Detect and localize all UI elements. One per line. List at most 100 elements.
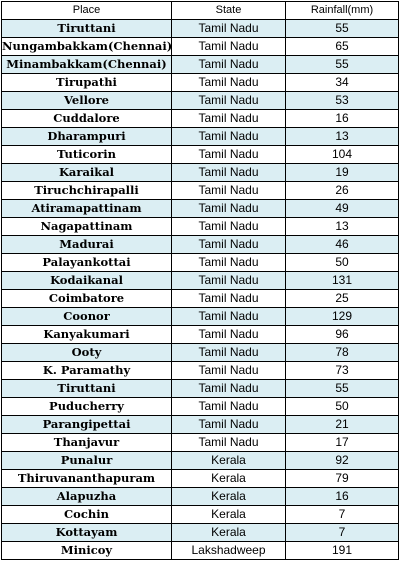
table-row: Tiruttani Tamil Nadu 55 — [1, 19, 399, 38]
table-row: Karaikal Tamil Nadu 19 — [1, 163, 399, 182]
table-row: Thiruvananthapuram Kerala 79 — [1, 469, 399, 488]
table-row: Tirupathi Tamil Nadu 34 — [1, 73, 399, 92]
cell-rainfall: 50 — [285, 253, 399, 272]
cell-state: Tamil Nadu — [171, 91, 286, 110]
cell-rainfall: 131 — [285, 271, 399, 290]
cell-state: Tamil Nadu — [171, 217, 286, 236]
cell-rainfall: 55 — [285, 19, 399, 38]
cell-rainfall: 49 — [285, 199, 399, 218]
cell-state: Tamil Nadu — [171, 289, 286, 308]
cell-rainfall: 13 — [285, 127, 399, 146]
cell-rainfall: 17 — [285, 433, 399, 452]
cell-state: Kerala — [171, 523, 286, 542]
cell-rainfall: 46 — [285, 235, 399, 254]
cell-state: Kerala — [171, 505, 286, 524]
table-header: Place State Rainfall(mm) — [1, 1, 399, 20]
cell-rainfall: 21 — [285, 415, 399, 434]
cell-place: Cuddalore — [1, 109, 172, 128]
header-row: Place State Rainfall(mm) — [1, 1, 399, 20]
cell-rainfall: 19 — [285, 163, 399, 182]
cell-state: Tamil Nadu — [171, 433, 286, 452]
cell-rainfall: 13 — [285, 217, 399, 236]
cell-rainfall: 7 — [285, 523, 399, 542]
cell-place: Tirupathi — [1, 73, 172, 92]
table-row: Dharampuri Tamil Nadu 13 — [1, 127, 399, 146]
cell-state: Tamil Nadu — [171, 145, 286, 164]
cell-place: Punalur — [1, 451, 172, 470]
table-row: Parangipettai Tamil Nadu 21 — [1, 415, 399, 434]
cell-state: Tamil Nadu — [171, 271, 286, 290]
cell-state: Tamil Nadu — [171, 199, 286, 218]
table-row: Palayankottai Tamil Nadu 50 — [1, 253, 399, 272]
table-row: Kanyakumari Tamil Nadu 96 — [1, 325, 399, 344]
cell-state: Tamil Nadu — [171, 109, 286, 128]
table-row: Madurai Tamil Nadu 46 — [1, 235, 399, 254]
cell-state: Kerala — [171, 469, 286, 488]
cell-state: Tamil Nadu — [171, 235, 286, 254]
table-row: Alapuzha Kerala 16 — [1, 487, 399, 506]
cell-state: Tamil Nadu — [171, 397, 286, 416]
cell-rainfall: 55 — [285, 55, 399, 74]
cell-place: Nungambakkam(Chennai) — [1, 37, 172, 56]
table-row: Vellore Tamil Nadu 53 — [1, 91, 399, 110]
cell-rainfall: 16 — [285, 487, 399, 506]
table-row: Nungambakkam(Chennai) Tamil Nadu 65 — [1, 37, 399, 56]
cell-place: Tiruttani — [1, 379, 172, 398]
cell-state: Tamil Nadu — [171, 253, 286, 272]
table-row: K. Paramathy Tamil Nadu 73 — [1, 361, 399, 380]
cell-place: Atiramapattinam — [1, 199, 172, 218]
cell-place: Kanyakumari — [1, 325, 172, 344]
cell-place: Cochin — [1, 505, 172, 524]
table-row: Tiruchchirapalli Tamil Nadu 26 — [1, 181, 399, 200]
cell-place: Coonor — [1, 307, 172, 326]
cell-state: Kerala — [171, 451, 286, 470]
cell-rainfall: 191 — [285, 541, 399, 560]
cell-place: Minicoy — [1, 541, 172, 560]
cell-rainfall: 104 — [285, 145, 399, 164]
cell-state: Tamil Nadu — [171, 343, 286, 362]
cell-state: Tamil Nadu — [171, 325, 286, 344]
cell-place: Nagapattinam — [1, 217, 172, 236]
cell-state: Tamil Nadu — [171, 361, 286, 380]
table-row: Kottayam Kerala 7 — [1, 523, 399, 542]
cell-state: Lakshadweep — [171, 541, 286, 560]
table-row: Minambakkam(Chennai) Tamil Nadu 55 — [1, 55, 399, 74]
table-row: Nagapattinam Tamil Nadu 13 — [1, 217, 399, 236]
cell-state: Tamil Nadu — [171, 73, 286, 92]
cell-rainfall: 55 — [285, 379, 399, 398]
cell-place: Tiruttani — [1, 19, 172, 38]
table-row: Puducherry Tamil Nadu 50 — [1, 397, 399, 416]
cell-place: Thanjavur — [1, 433, 172, 452]
cell-state: Tamil Nadu — [171, 37, 286, 56]
cell-place: Karaikal — [1, 163, 172, 182]
cell-state: Tamil Nadu — [171, 307, 286, 326]
cell-rainfall: 79 — [285, 469, 399, 488]
cell-place: Minambakkam(Chennai) — [1, 55, 172, 74]
cell-place: Dharampuri — [1, 127, 172, 146]
cell-rainfall: 25 — [285, 289, 399, 308]
table-row: Tuticorin Tamil Nadu 104 — [1, 145, 399, 164]
cell-rainfall: 34 — [285, 73, 399, 92]
cell-place: Kodaikanal — [1, 271, 172, 290]
cell-place: Palayankottai — [1, 253, 172, 272]
header-state: State — [171, 1, 286, 20]
table-row: Tiruttani Tamil Nadu 55 — [1, 379, 399, 398]
cell-state: Tamil Nadu — [171, 163, 286, 182]
cell-place: Tuticorin — [1, 145, 172, 164]
cell-rainfall: 7 — [285, 505, 399, 524]
cell-place: Alapuzha — [1, 487, 172, 506]
cell-state: Tamil Nadu — [171, 19, 286, 38]
cell-state: Tamil Nadu — [171, 55, 286, 74]
cell-rainfall: 65 — [285, 37, 399, 56]
cell-rainfall: 50 — [285, 397, 399, 416]
cell-state: Tamil Nadu — [171, 181, 286, 200]
table-row: Atiramapattinam Tamil Nadu 49 — [1, 199, 399, 218]
cell-rainfall: 16 — [285, 109, 399, 128]
cell-rainfall: 53 — [285, 91, 399, 110]
table-body: Tiruttani Tamil Nadu 55 Nungambakkam(Chenna… — [1, 19, 399, 560]
table-row: Coimbatore Tamil Nadu 25 — [1, 289, 399, 308]
table-row: Cuddalore Tamil Nadu 16 — [1, 109, 399, 128]
table-row: Ooty Tamil Nadu 78 — [1, 343, 399, 362]
